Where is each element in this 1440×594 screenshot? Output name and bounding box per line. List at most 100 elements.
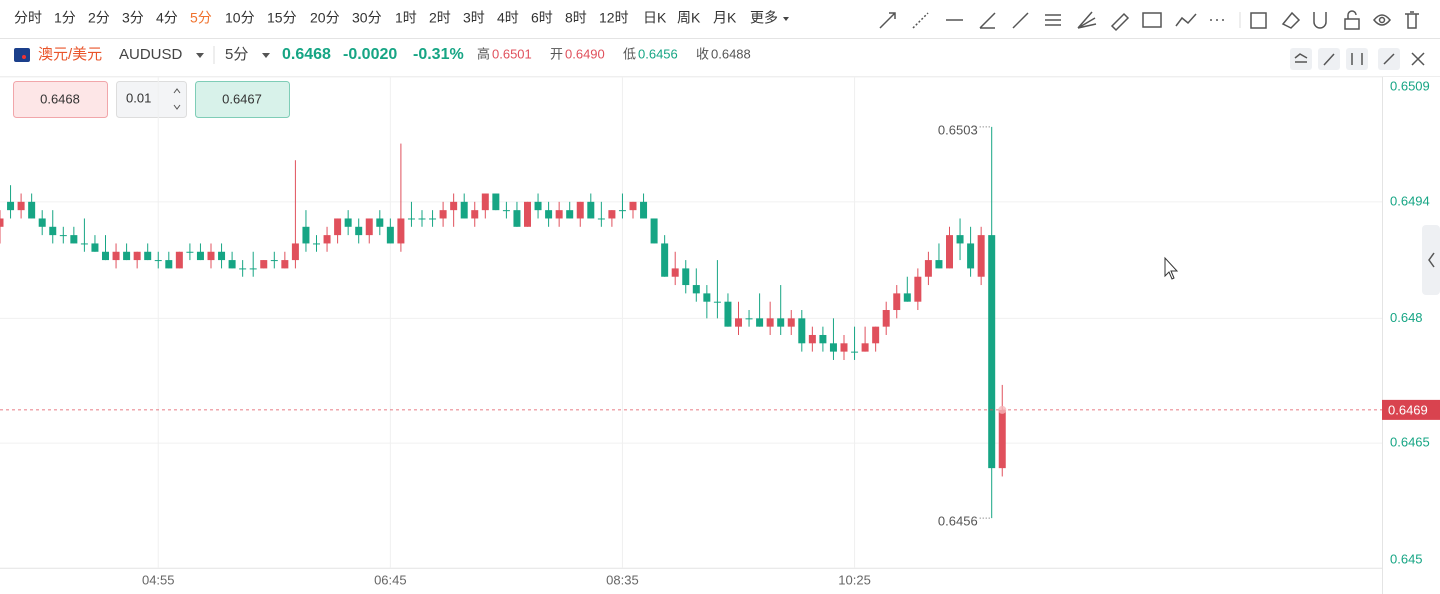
- lot-stepper[interactable]: [173, 88, 181, 110]
- candle-body: [196, 251, 204, 261]
- candle-body: [397, 218, 405, 244]
- stat-label: 开: [550, 46, 563, 61]
- candle-body: [154, 260, 162, 262]
- side-panel-arrow: [1428, 252, 1435, 268]
- dropdown-arrow: [196, 53, 204, 58]
- candle-body: [59, 235, 67, 237]
- period-tab[interactable]: 4时: [497, 10, 519, 26]
- candle-body: [207, 251, 215, 261]
- period-tab[interactable]: 15分: [267, 10, 297, 26]
- drawing-tools[interactable]: [879, 10, 1419, 32]
- candle-body: [492, 193, 500, 211]
- candle-body: [829, 343, 837, 352]
- sell-price[interactable]: 0.6468: [40, 91, 80, 106]
- period-tab[interactable]: 12时: [599, 10, 629, 26]
- period-tab[interactable]: 3分: [122, 10, 144, 26]
- candle-body: [713, 301, 721, 303]
- candle-body: [661, 243, 669, 277]
- candle-body: [967, 243, 975, 269]
- y-tick-label: 0.6494: [1390, 193, 1430, 208]
- period-tab[interactable]: 5分: [190, 10, 212, 26]
- y-tick-label: 0.6465: [1390, 435, 1430, 450]
- candle-body: [629, 201, 637, 211]
- candle-body: [228, 260, 236, 269]
- stat-value: 0.6488: [711, 46, 751, 61]
- candle-body: [640, 201, 648, 219]
- candle-body: [618, 210, 626, 212]
- candle-body: [291, 243, 299, 261]
- candle-body: [597, 218, 605, 220]
- candle-body: [175, 251, 183, 269]
- symbol-code[interactable]: AUDUSD: [119, 46, 183, 63]
- candle-body: [946, 235, 953, 269]
- candle-body: [861, 343, 869, 352]
- y-tick-label: 0.6509: [1390, 78, 1430, 93]
- candle-body: [365, 218, 373, 236]
- period-tab[interactable]: 日K: [643, 10, 667, 26]
- candle-body: [481, 193, 489, 211]
- period-tab[interactable]: 1分: [54, 10, 76, 26]
- candle-body: [851, 351, 859, 353]
- period-tab[interactable]: 更多: [750, 10, 778, 26]
- candle-body: [344, 218, 352, 227]
- period-tab[interactable]: 月K: [713, 10, 737, 26]
- candle-body: [914, 276, 922, 302]
- candle-body: [418, 218, 426, 220]
- flag-icon: [14, 48, 30, 62]
- candle-body: [545, 210, 553, 219]
- candle-body: [123, 251, 131, 261]
- side-panel-toggle[interactable]: [1422, 225, 1440, 295]
- candle-body: [49, 226, 57, 236]
- candle-body: [840, 343, 848, 352]
- header: 澳元/美元 AUDUSD 5分 0.6468 -0.0020 -0.31%: [14, 46, 464, 64]
- candle-body: [745, 318, 753, 320]
- mouse-cursor: [1164, 256, 1179, 280]
- stat-label: 高: [477, 46, 490, 61]
- candle-body: [218, 251, 226, 261]
- candle-body: [186, 251, 194, 253]
- period-tab[interactable]: 10分: [225, 10, 255, 26]
- period-tab[interactable]: 6时: [531, 10, 553, 26]
- price-change-pct: -0.31%: [413, 46, 464, 63]
- sell-button[interactable]: [13, 81, 108, 118]
- dropdown-arrow: [262, 53, 270, 58]
- period-tab[interactable]: 20分: [310, 10, 340, 26]
- candle-body: [102, 251, 109, 261]
- candle-body: [671, 268, 679, 277]
- period-tab[interactable]: 周K: [677, 10, 701, 26]
- lot-input[interactable]: [116, 81, 187, 118]
- current-price-dot: [998, 405, 1007, 414]
- buy-button[interactable]: [195, 81, 290, 118]
- candle-body: [808, 334, 816, 344]
- candle-body: [38, 218, 46, 227]
- x-tick-label: 08:35: [606, 572, 639, 587]
- period-tab[interactable]: 1时: [395, 10, 417, 26]
- candle-body: [534, 201, 542, 211]
- buy-price[interactable]: 0.6467: [222, 91, 262, 106]
- candle-body: [112, 251, 120, 261]
- extreme-marker-label: 0.6503: [938, 122, 978, 137]
- candle-body: [17, 201, 25, 211]
- period[interactable]: 5分: [225, 46, 248, 63]
- candle-body: [882, 310, 890, 327]
- candle-body: [334, 218, 342, 236]
- period-tab[interactable]: 30分: [352, 10, 382, 26]
- candle-body: [872, 326, 880, 344]
- period-tab[interactable]: 分时: [14, 10, 42, 26]
- period-tab[interactable]: 3时: [463, 10, 485, 26]
- candle-body: [524, 201, 531, 227]
- lot-size[interactable]: 0.01: [126, 90, 151, 105]
- more-arrow: [783, 17, 789, 21]
- period-tab[interactable]: 4分: [156, 10, 178, 26]
- candle-body: [998, 409, 1006, 469]
- candle-body: [735, 318, 742, 327]
- stat-label: 低: [623, 46, 636, 61]
- period-tab[interactable]: 2分: [88, 10, 110, 26]
- candle-body: [766, 318, 774, 327]
- symbol-name[interactable]: 澳元/美元: [38, 46, 102, 63]
- period-tab[interactable]: 8时: [565, 10, 587, 26]
- candle-body: [80, 243, 88, 245]
- candle-body: [133, 251, 141, 261]
- chart-controls[interactable]: [1290, 48, 1425, 70]
- period-tab[interactable]: 2时: [429, 10, 451, 26]
